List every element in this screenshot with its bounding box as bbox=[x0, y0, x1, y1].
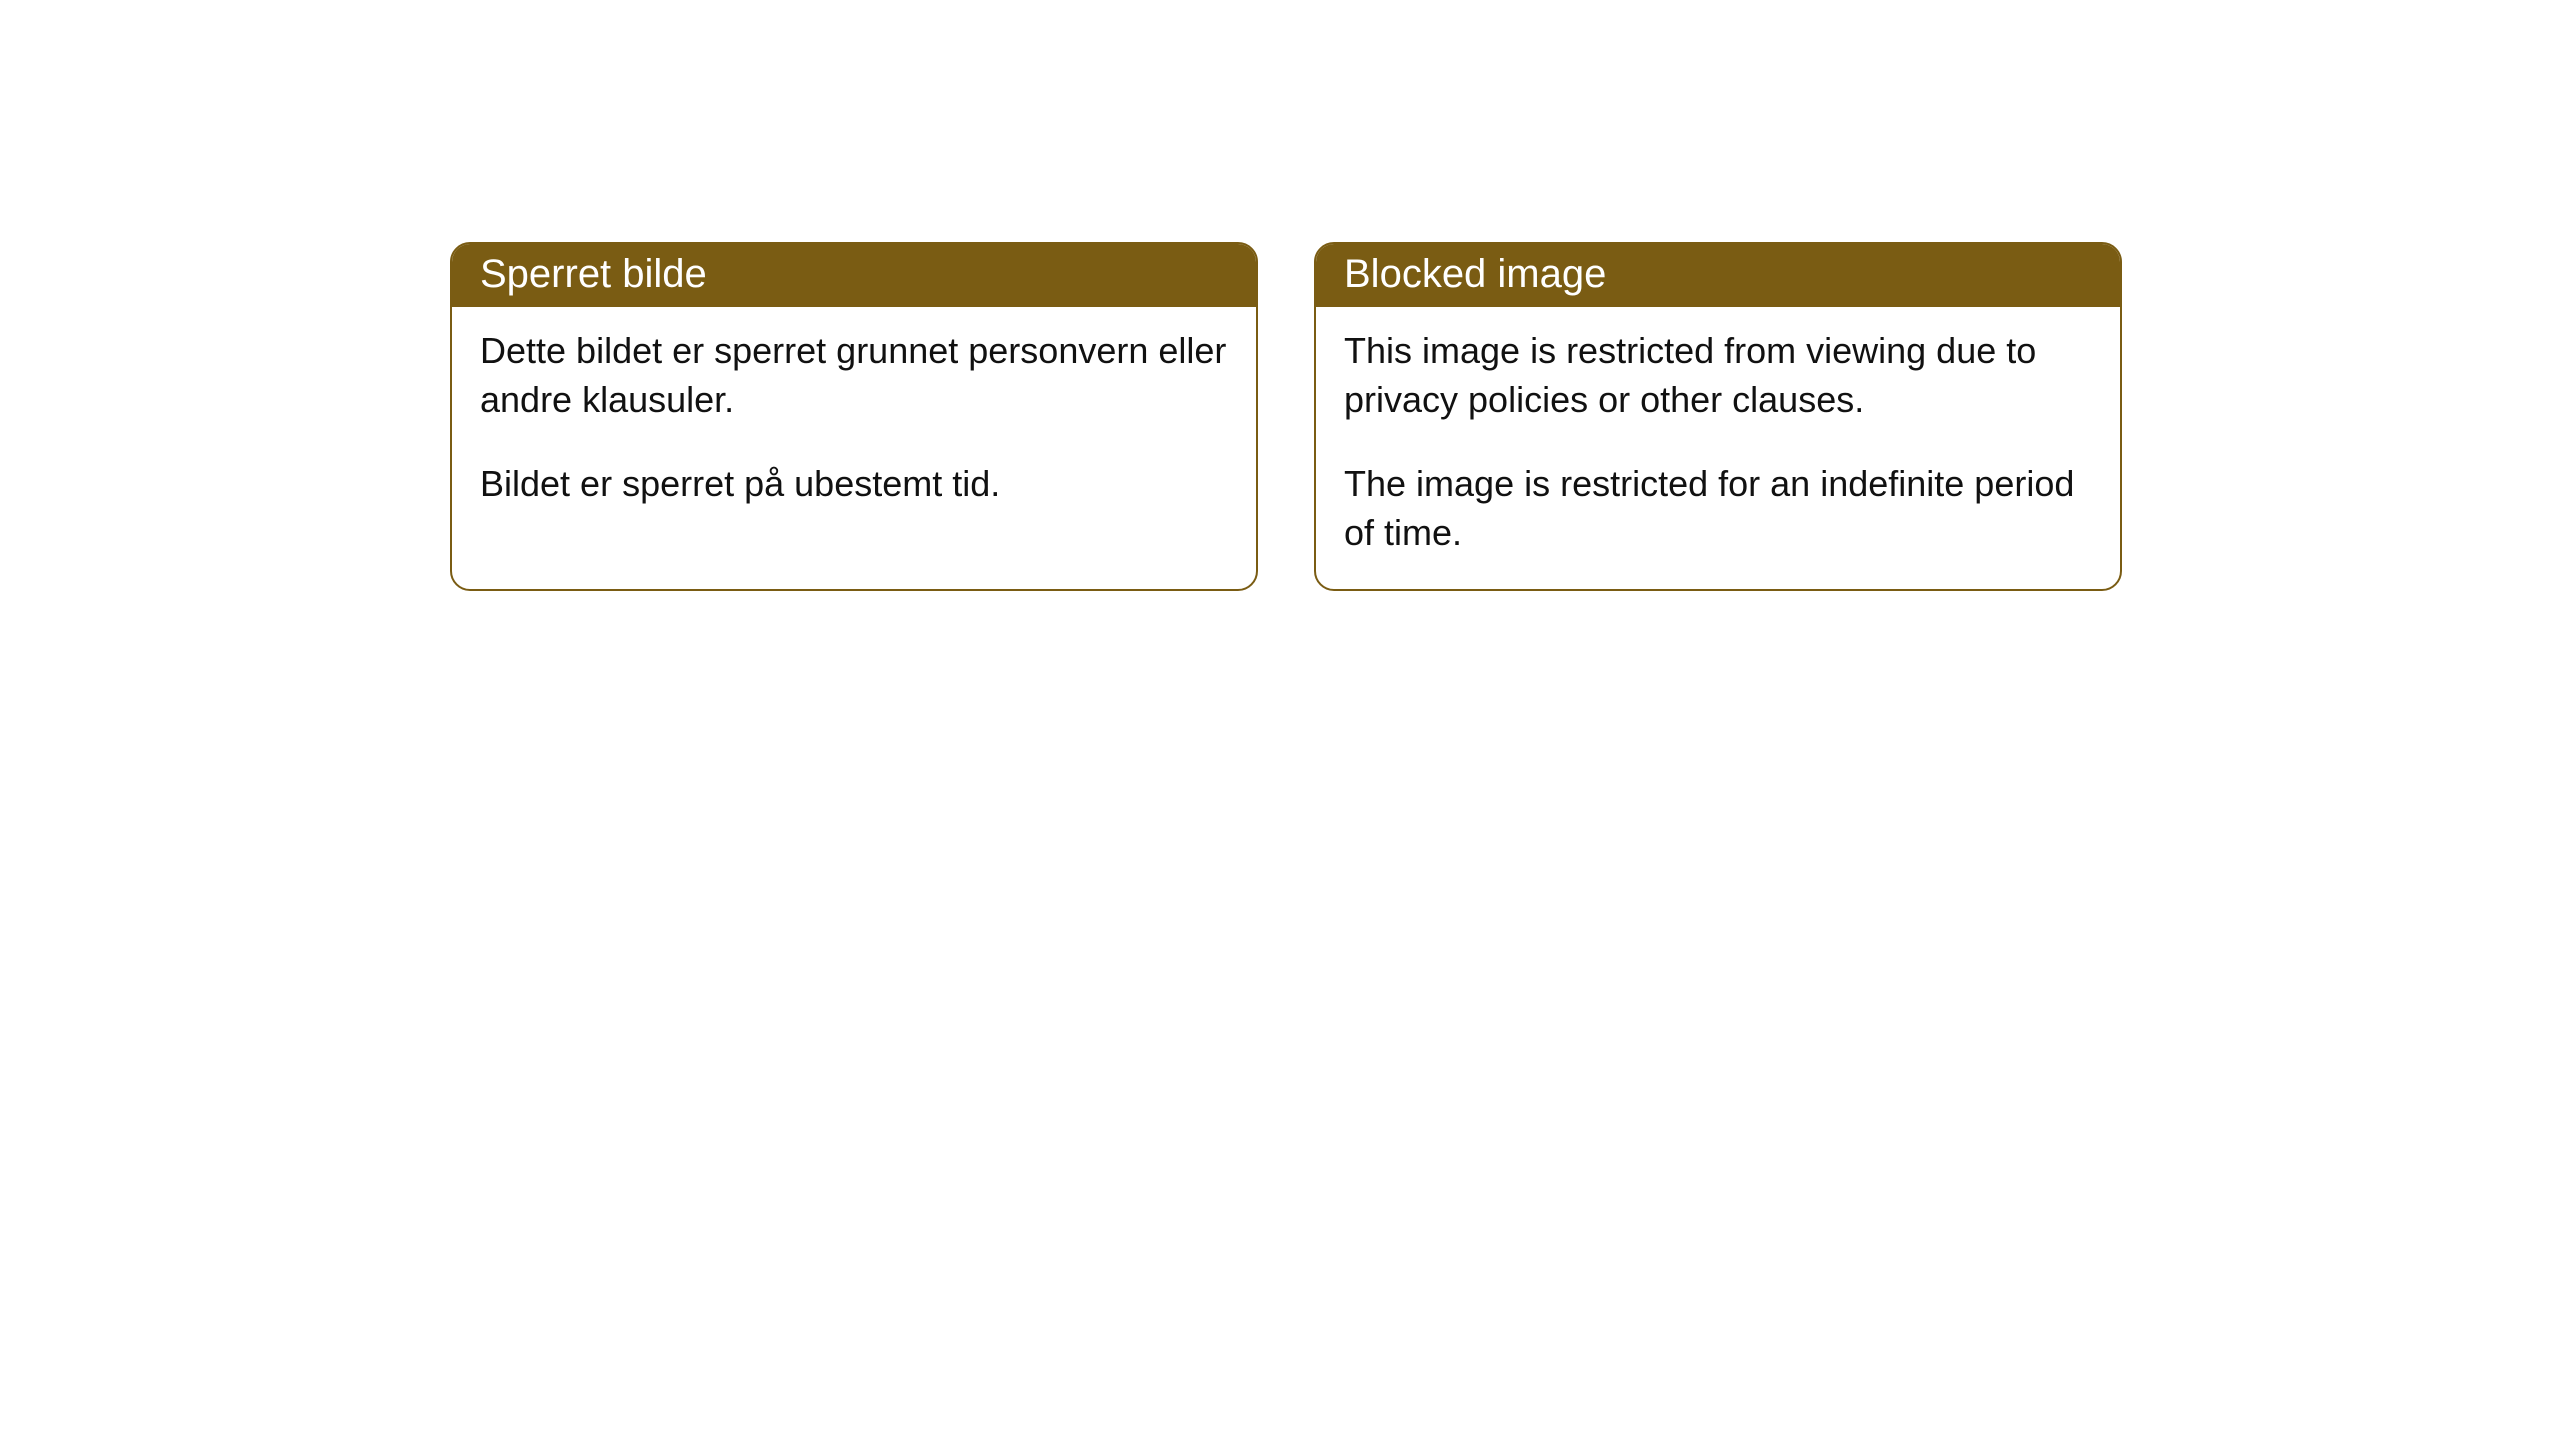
blocked-image-card-norwegian: Sperret bilde Dette bildet er sperret gr… bbox=[450, 242, 1258, 591]
card-paragraph-2-english: The image is restricted for an indefinit… bbox=[1344, 460, 2092, 557]
card-header-english: Blocked image bbox=[1316, 244, 2120, 307]
card-body-norwegian: Dette bildet er sperret grunnet personve… bbox=[452, 307, 1256, 541]
card-paragraph-1-english: This image is restricted from viewing du… bbox=[1344, 327, 2092, 424]
card-body-english: This image is restricted from viewing du… bbox=[1316, 307, 2120, 589]
card-paragraph-2-norwegian: Bildet er sperret på ubestemt tid. bbox=[480, 460, 1228, 509]
blocked-image-card-english: Blocked image This image is restricted f… bbox=[1314, 242, 2122, 591]
card-paragraph-1-norwegian: Dette bildet er sperret grunnet personve… bbox=[480, 327, 1228, 424]
cards-container: Sperret bilde Dette bildet er sperret gr… bbox=[0, 0, 2560, 591]
card-header-norwegian: Sperret bilde bbox=[452, 244, 1256, 307]
